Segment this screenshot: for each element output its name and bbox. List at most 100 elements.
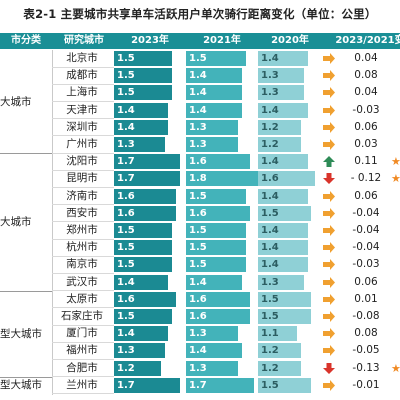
value-label-y2023: 1.4 [117, 276, 135, 288]
diff-value: 0.04 [354, 86, 378, 99]
value-cell-y2021: 1.5 [186, 223, 258, 238]
arrow-right-icon [323, 104, 335, 116]
arrow-right-icon [323, 225, 335, 236]
diff-value: -0.01 [352, 378, 380, 391]
diff-value: -0.08 [352, 310, 380, 322]
value-bar-y2020 [258, 205, 312, 221]
value-cell-y2023: 1.5 [114, 68, 184, 84]
value-cell-y2023: 1.5 [114, 85, 184, 101]
value-cell-y2023: 1.3 [114, 137, 184, 152]
value-bar-y2023 [114, 119, 169, 135]
value-cell-y2023: 1.5 [114, 223, 184, 238]
city-name: 石家庄市 [61, 310, 103, 322]
value-label-y2020: 1.2 [261, 121, 279, 133]
value-bar-y2023 [114, 85, 173, 101]
value-bar-y2021 [186, 154, 250, 170]
value-bar-y2020 [258, 51, 308, 66]
value-bar-y2023 [114, 205, 177, 221]
value-cell-y2023: 1.4 [114, 326, 184, 342]
diff-value: 0.04 [354, 52, 378, 64]
value-cell-y2021: 1.7 [186, 377, 258, 393]
arrow-down-icon [323, 362, 335, 374]
table-row: 成都市 1.5 1.4 1.3 0.08 [0, 67, 400, 85]
city-name: 上海市 [66, 86, 98, 99]
value-label-y2020: 1.6 [261, 173, 279, 185]
value-cell-y2020: 1.2 [258, 360, 322, 376]
value-label-y2021: 1.5 [189, 242, 207, 254]
value-label-y2020: 1.1 [261, 328, 279, 340]
value-bar-y2021 [186, 343, 242, 359]
group-divider [0, 153, 52, 155]
value-cell-y2021: 1.4 [186, 68, 258, 84]
value-cell-y2021: 1.4 [186, 102, 258, 118]
value-bar-y2021 [186, 102, 242, 118]
diff-value: 0.06 [354, 120, 378, 133]
value-cell-y2021: 1.3 [186, 119, 258, 135]
value-bar-y2021 [186, 137, 238, 152]
category-divider [52, 50, 53, 395]
diff-value: 0.08 [354, 327, 378, 340]
table-row: 太原市 1.6 1.6 1.5 0.01 [0, 291, 400, 309]
city-name: 北京市 [66, 52, 98, 64]
arrow-right-icon [323, 139, 335, 150]
arrow-right-icon [323, 379, 335, 391]
row-divider [52, 376, 114, 378]
value-bar-y2021 [186, 205, 250, 221]
arrow-right-icon [323, 293, 335, 305]
diff-value: -0.05 [352, 344, 380, 357]
value-cell-y2020: 1.4 [258, 51, 322, 66]
value-label-y2020: 1.4 [261, 242, 279, 254]
diff-value: 0.01 [354, 292, 378, 305]
table-row: 深圳市 1.4 1.3 1.2 0.06 [0, 119, 400, 137]
value-bar-y2021 [186, 377, 254, 393]
value-cell-y2020: 1.5 [258, 377, 322, 393]
value-bar-y2021 [186, 171, 258, 187]
city-name: 昆明市 [66, 172, 98, 185]
row-divider [52, 221, 114, 223]
value-label-y2020: 1.4 [261, 190, 279, 202]
value-label-y2021: 1.8 [189, 173, 207, 185]
value-label-y2023: 1.6 [117, 190, 135, 202]
table-row: 合肥市 1.2 1.3 1.2 -0.13 ★ [0, 360, 400, 378]
group-divider [0, 290, 52, 292]
arrow-right-icon [323, 70, 335, 82]
group-label: 大城市 [0, 216, 32, 228]
city-name: 太原市 [66, 292, 98, 305]
value-label-y2023: 1.5 [117, 53, 135, 64]
value-label-y2021: 1.3 [189, 328, 207, 340]
value-cell-y2021: 1.5 [186, 188, 258, 204]
value-label-y2021: 1.6 [189, 156, 207, 168]
value-cell-y2021: 1.5 [186, 51, 258, 66]
value-label-y2020: 1.5 [261, 311, 279, 322]
value-label-y2021: 1.4 [189, 70, 207, 82]
diff-value: -0.04 [352, 224, 380, 236]
value-bar-y2023 [114, 257, 173, 273]
table-title: 表2-1 主要城市共享单车活跃用户单次骑行距离变化（单位：公里） [23, 7, 377, 21]
star-icon: ★ [391, 172, 400, 186]
value-cell-y2021: 1.5 [186, 257, 258, 273]
row-divider [52, 341, 114, 343]
value-label-y2020: 1.3 [261, 276, 279, 288]
value-bar-y2020 [258, 274, 305, 290]
table-row: 北京市 1.5 1.5 1.4 0.04 [0, 50, 400, 68]
row-divider [52, 169, 114, 171]
value-cell-y2021: 1.3 [186, 326, 258, 342]
value-bar-y2020 [258, 85, 305, 101]
value-label-y2023: 1.6 [117, 293, 135, 305]
value-label-y2021: 1.3 [189, 362, 207, 374]
value-bar-y2021 [186, 188, 246, 204]
value-label-y2021: 1.4 [189, 345, 207, 357]
value-bar-y2020 [258, 102, 308, 118]
value-cell-y2021: 1.4 [186, 274, 258, 290]
row-divider [52, 135, 114, 137]
value-cell-y2020: 1.5 [258, 309, 322, 324]
row-divider [52, 83, 114, 85]
value-cell-y2023: 1.6 [114, 188, 184, 204]
value-label-y2021: 1.5 [189, 190, 207, 202]
value-bar-y2020 [258, 68, 305, 84]
value-cell-y2023: 1.3 [114, 343, 184, 359]
value-cell-y2023: 1.4 [114, 119, 184, 135]
value-cell-y2020: 1.2 [258, 137, 322, 152]
value-cell-y2023: 1.5 [114, 309, 184, 324]
value-label-y2021: 1.4 [189, 87, 207, 99]
